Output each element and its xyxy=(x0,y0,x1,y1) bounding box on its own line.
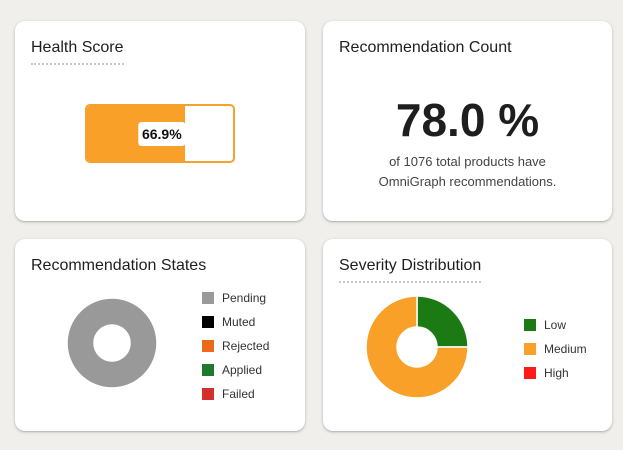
recommendation-states-card: Recommendation States Pending Muted Reje… xyxy=(15,239,305,431)
health-score-card: Health Score 66.9% xyxy=(15,21,305,221)
legend-item-rejected[interactable]: Rejected xyxy=(202,334,269,358)
recommendation-count-description: of 1076 total products have OmniGraph re… xyxy=(343,152,592,192)
recommendation-count-value: 78.0 % xyxy=(395,94,540,146)
severity-distribution-legend: Low Medium High xyxy=(524,313,587,385)
legend-label-applied: Applied xyxy=(222,363,263,377)
recommendation-states-title: Recommendation States xyxy=(31,257,207,274)
recommendation-states-donut xyxy=(67,298,157,388)
legend-item-pending[interactable]: Pending xyxy=(202,286,269,310)
legend-swatch-muted xyxy=(202,316,214,328)
legend-item-low[interactable]: Low xyxy=(524,313,587,337)
legend-swatch-pending xyxy=(202,292,214,304)
legend-label-high: High xyxy=(544,366,569,380)
legend-item-high[interactable]: High xyxy=(524,361,587,385)
legend-swatch-failed xyxy=(202,388,214,400)
legend-swatch-low xyxy=(524,319,536,331)
legend-label-pending: Pending xyxy=(222,291,267,305)
legend-label-medium: Medium xyxy=(544,342,587,356)
description-line-2: OmniGraph recommendations. xyxy=(378,174,557,189)
legend-item-medium[interactable]: Medium xyxy=(524,337,587,361)
severity-distribution-card: Severity Distribution Low Medium High xyxy=(323,239,612,431)
severity-distribution-donut xyxy=(365,295,469,399)
legend-item-failed[interactable]: Failed xyxy=(202,382,269,406)
legend-label-rejected: Rejected xyxy=(222,339,270,353)
legend-item-applied[interactable]: Applied xyxy=(202,358,269,382)
description-line-1: of 1076 total products have xyxy=(389,154,546,169)
legend-swatch-medium xyxy=(524,343,536,355)
severity-slice-1[interactable] xyxy=(365,295,469,399)
legend-label-failed: Failed xyxy=(222,387,255,401)
legend-swatch-applied xyxy=(202,364,214,376)
recommendation-count-title: Recommendation Count xyxy=(339,39,512,56)
severity-distribution-title: Severity Distribution xyxy=(339,257,482,283)
severity-slice-0[interactable] xyxy=(416,295,469,348)
states-slice-0[interactable] xyxy=(67,298,157,388)
recommendation-states-legend: Pending Muted Rejected Applied Failed xyxy=(202,286,269,406)
health-score-value: 66.9% xyxy=(137,122,186,146)
recommendation-count-card: Recommendation Count 78.0 % of 1076 tota… xyxy=(323,21,612,221)
health-score-bar: 66.9% xyxy=(85,104,235,163)
legend-label-low: Low xyxy=(544,318,567,332)
legend-item-muted[interactable]: Muted xyxy=(202,310,269,334)
legend-swatch-high xyxy=(524,367,536,379)
legend-label-muted: Muted xyxy=(222,315,256,329)
health-score-title: Health Score xyxy=(31,39,124,65)
legend-swatch-rejected xyxy=(202,340,214,352)
